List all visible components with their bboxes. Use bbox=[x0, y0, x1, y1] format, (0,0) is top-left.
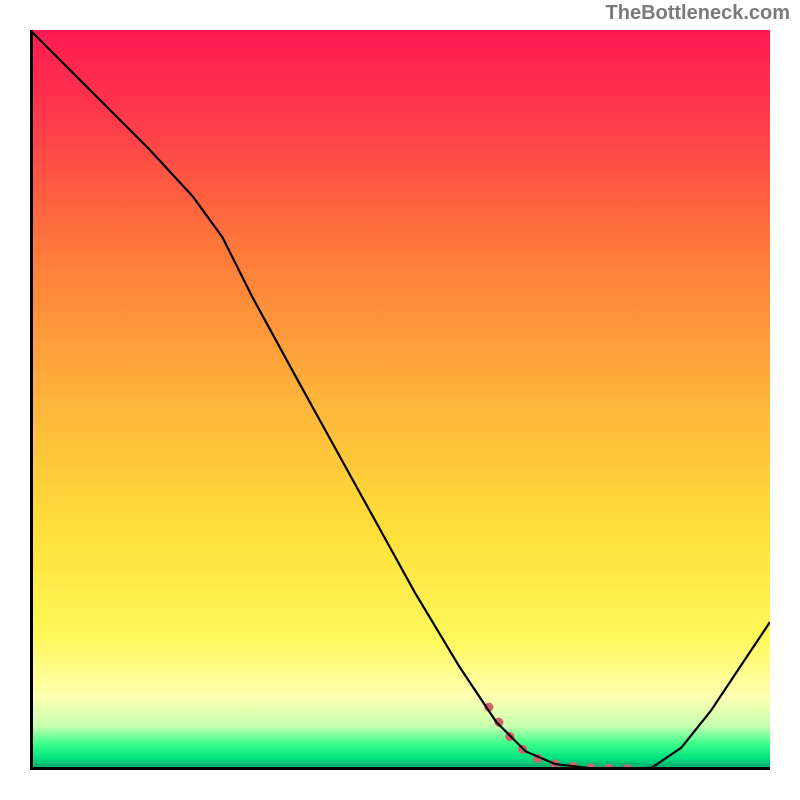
chart-plot-area bbox=[30, 30, 770, 770]
chart-curve-layer bbox=[30, 30, 770, 770]
bottleneck-curve bbox=[30, 30, 770, 769]
attribution-text: TheBottleneck.com bbox=[606, 2, 790, 25]
